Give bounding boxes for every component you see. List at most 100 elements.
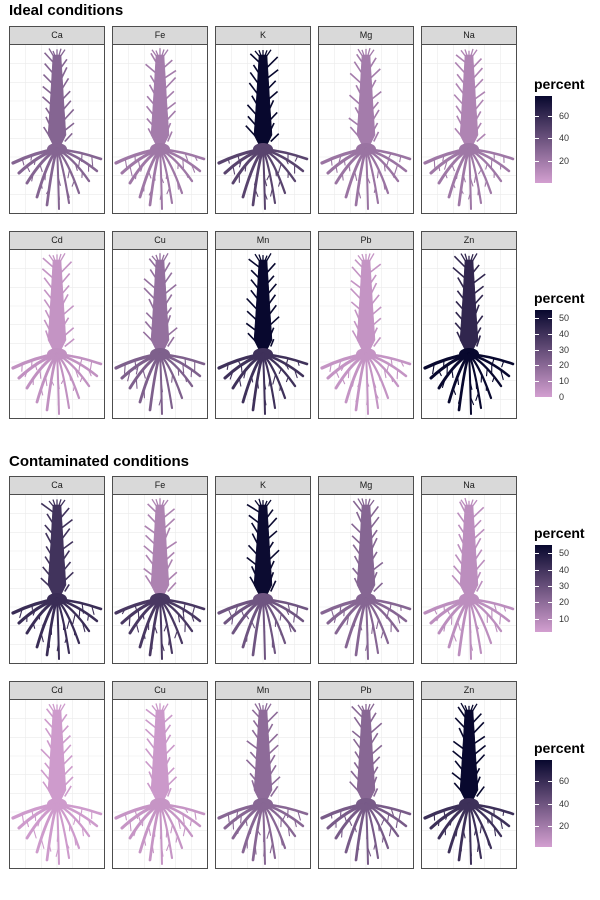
- shoot-region: [246, 498, 280, 596]
- legend-tick-mark: [548, 160, 552, 162]
- shoot-region: [143, 498, 178, 596]
- color-legend: percent 20 40 60: [534, 740, 598, 850]
- section-title-ideal: Ideal conditions: [9, 2, 124, 19]
- legend-body: 10 20 30 40 50: [534, 545, 598, 635]
- facet-strip-label: Mg: [318, 476, 414, 494]
- legend-tick-mark: [535, 116, 539, 118]
- facet-strip-label: Zn: [421, 681, 517, 699]
- legend-tick-mark: [548, 803, 552, 805]
- facet-panel-zn: Zn: [421, 681, 517, 869]
- facet-strip-label: Fe: [112, 26, 208, 44]
- plant-heatmap-svg: [10, 495, 104, 663]
- facet-plot-area: [9, 494, 105, 664]
- facet-strip-label: K: [215, 26, 311, 44]
- legend-tick-label: 10: [559, 613, 570, 624]
- plant-heatmap-svg: [113, 45, 207, 213]
- root-region: [114, 348, 206, 415]
- plant-heatmap-svg: [10, 250, 104, 418]
- legend-tick-mark: [535, 397, 539, 398]
- facet-plot-area: [9, 44, 105, 214]
- shoot-region: [451, 702, 487, 801]
- shoot-region: [245, 49, 280, 146]
- legend-tick-label: 40: [559, 133, 570, 144]
- legend-tick-label: 40: [559, 798, 570, 809]
- legend-tick-mark: [535, 317, 539, 319]
- plant-heatmap-svg: [113, 250, 207, 418]
- facet-strip-label: Mg: [318, 26, 414, 44]
- legend-tick-label: 10: [559, 376, 570, 387]
- plant-heatmap-svg: [422, 700, 516, 868]
- shoot-region: [349, 703, 383, 801]
- facet-panel-mn: Mn: [215, 681, 311, 869]
- legend-tick-mark: [548, 138, 552, 140]
- plant-heatmap-svg: [216, 45, 310, 213]
- facet-panel-k: K: [215, 26, 311, 214]
- legend-tick-mark: [535, 553, 539, 555]
- facet-plot-area: [215, 249, 311, 419]
- facet-strip-label: Cd: [9, 681, 105, 699]
- legend-tick-mark: [535, 569, 539, 571]
- legend-title: percent: [534, 290, 585, 306]
- facet-plot-area: [421, 44, 517, 214]
- root-region: [217, 143, 309, 210]
- section-title-contaminated: Contaminated conditions: [9, 453, 189, 470]
- root-region: [423, 348, 515, 415]
- facet-plot-area: [112, 44, 208, 214]
- facet-panel-mn: Mn: [215, 231, 311, 419]
- shoot-region: [350, 253, 382, 351]
- legend-tick-label: 60: [559, 111, 570, 122]
- facet-strip-label: Ca: [9, 476, 105, 494]
- facet-strip-label: Fe: [112, 476, 208, 494]
- facet-plot-area: [421, 249, 517, 419]
- legend-body: 20 40 60: [534, 760, 598, 850]
- root-region: [114, 798, 206, 865]
- legend-tick-mark: [548, 826, 552, 828]
- legend-tick-mark: [535, 349, 539, 351]
- root-region: [217, 593, 309, 660]
- facet-panel-na: Na: [421, 476, 517, 664]
- shoot-region: [453, 48, 486, 146]
- legend-tick-mark: [535, 138, 539, 140]
- legend-colorbar: [535, 545, 552, 632]
- legend-tick-mark: [535, 365, 539, 367]
- root-region: [217, 798, 309, 865]
- shoot-region: [145, 48, 177, 146]
- root-region: [423, 593, 515, 660]
- legend-tick-mark: [548, 116, 552, 118]
- legend-tick-label: 20: [559, 821, 570, 832]
- legend-tick-mark: [548, 317, 552, 319]
- shoot-region: [41, 252, 75, 351]
- facet-panel-pb: Pb: [318, 681, 414, 869]
- facet-plot-area: [9, 249, 105, 419]
- plant-heatmap-svg: [422, 250, 516, 418]
- facet-panel-cu: Cu: [112, 681, 208, 869]
- facet-plot-area: [215, 699, 311, 869]
- root-region: [11, 348, 103, 415]
- facet-plot-area: [318, 249, 414, 419]
- root-region: [11, 798, 103, 865]
- legend-tick-mark: [548, 602, 552, 604]
- facet-panel-pb: Pb: [318, 231, 414, 419]
- legend-tick-mark: [535, 780, 539, 782]
- root-region: [320, 143, 412, 210]
- facet-strip-label: Na: [421, 26, 517, 44]
- legend-tick-mark: [548, 569, 552, 571]
- legend-title: percent: [534, 76, 585, 92]
- root-region: [423, 143, 515, 210]
- plant-heatmap-svg: [10, 45, 104, 213]
- plant-heatmap-svg: [422, 45, 516, 213]
- legend-tick-mark: [548, 397, 552, 398]
- root-region: [217, 348, 309, 415]
- facet-panel-mg: Mg: [318, 476, 414, 664]
- legend-tick-mark: [535, 586, 539, 588]
- shoot-region: [245, 253, 280, 351]
- shoot-region: [351, 498, 384, 596]
- shoot-region: [451, 497, 486, 596]
- legend-tick-label: 50: [559, 548, 570, 559]
- shoot-region: [144, 703, 178, 801]
- facet-panel-ca: Ca: [9, 476, 105, 664]
- legend-tick-mark: [535, 381, 539, 383]
- plant-heatmap-svg: [319, 495, 413, 663]
- legend-tick-mark: [535, 602, 539, 604]
- facet-strip-label: Mn: [215, 681, 311, 699]
